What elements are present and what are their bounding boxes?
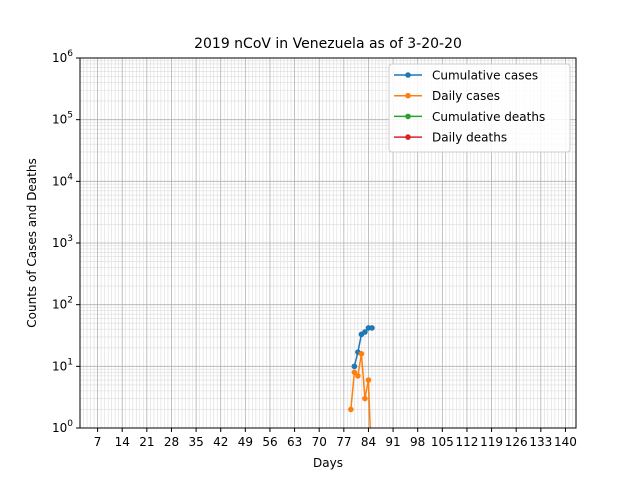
legend-label-daily-deaths: Daily deaths <box>432 131 507 145</box>
legend-label-daily-cases: Daily cases <box>432 89 500 103</box>
y-tick-label: 103 <box>52 234 73 250</box>
x-tick-label: 28 <box>164 435 179 449</box>
x-tick-label: 112 <box>455 435 478 449</box>
x-tick-label: 126 <box>505 435 528 449</box>
legend-marker-cumulative-cases <box>405 72 411 78</box>
x-tick-label: 133 <box>529 435 552 449</box>
y-tick-label: 100 <box>52 419 73 435</box>
daily-cases-point <box>351 369 358 376</box>
y-tick-label: 105 <box>52 111 73 127</box>
x-tick-label: 42 <box>213 435 228 449</box>
legend-marker-daily-cases <box>405 92 411 99</box>
axis-ticks: 7 14 21 28 35 42 49 56 63 70 77 84 91 98 105 112 119 126 1… <box>52 49 577 449</box>
daily-cases-point <box>355 373 361 379</box>
y-tick-label: 106 <box>52 49 73 65</box>
x-tick-label: 56 <box>262 435 277 449</box>
x-tick-label: 49 <box>238 435 253 449</box>
x-tick-label: 14 <box>115 435 130 449</box>
legend-box <box>388 63 571 153</box>
daily-cases-point <box>348 406 354 413</box>
y-tick-label: 104 <box>52 172 73 188</box>
cumulative-cases-point <box>369 325 375 331</box>
x-axis-label: Days <box>313 456 343 470</box>
x-tick-label: 98 <box>410 435 425 449</box>
x-tick-label: 35 <box>188 435 203 449</box>
x-tick-label: 105 <box>431 435 454 449</box>
x-tick-label: 77 <box>336 435 351 449</box>
major-grid <box>80 57 576 429</box>
daily-cases-point <box>365 377 372 383</box>
legend: Cumulative cases Daily cases Cumulative de… <box>388 63 571 153</box>
legend-label-cumulative-cases: Cumulative cases <box>432 69 538 83</box>
daily-cases-point <box>358 350 365 357</box>
x-tick-label: 84 <box>361 435 376 449</box>
daily-cases-point <box>362 395 368 402</box>
x-tick-label: 7 <box>94 435 102 449</box>
chart-title: 2019 nCoV in Venezuela as of 3-20-20 <box>194 36 462 52</box>
y-axis-label: Counts of Cases and Deaths <box>25 158 39 327</box>
cumulative-cases-point <box>351 363 358 370</box>
x-tick-label: 63 <box>287 435 302 449</box>
series-layer <box>348 325 375 428</box>
x-tick-label: 21 <box>139 435 154 449</box>
cumulative-cases-point <box>362 329 368 335</box>
y-tick-label: 102 <box>52 296 73 312</box>
y-tick-label: 101 <box>52 357 73 373</box>
legend-marker-cumulative-deaths <box>405 113 411 120</box>
legend-label-cumulative-deaths: Cumulative deaths <box>432 110 545 124</box>
x-tick-label: 119 <box>480 435 503 449</box>
legend-marker-daily-deaths <box>405 134 411 140</box>
x-tick-label: 70 <box>312 435 327 449</box>
x-tick-label: 140 <box>554 435 577 449</box>
x-tick-label: 91 <box>385 435 400 449</box>
